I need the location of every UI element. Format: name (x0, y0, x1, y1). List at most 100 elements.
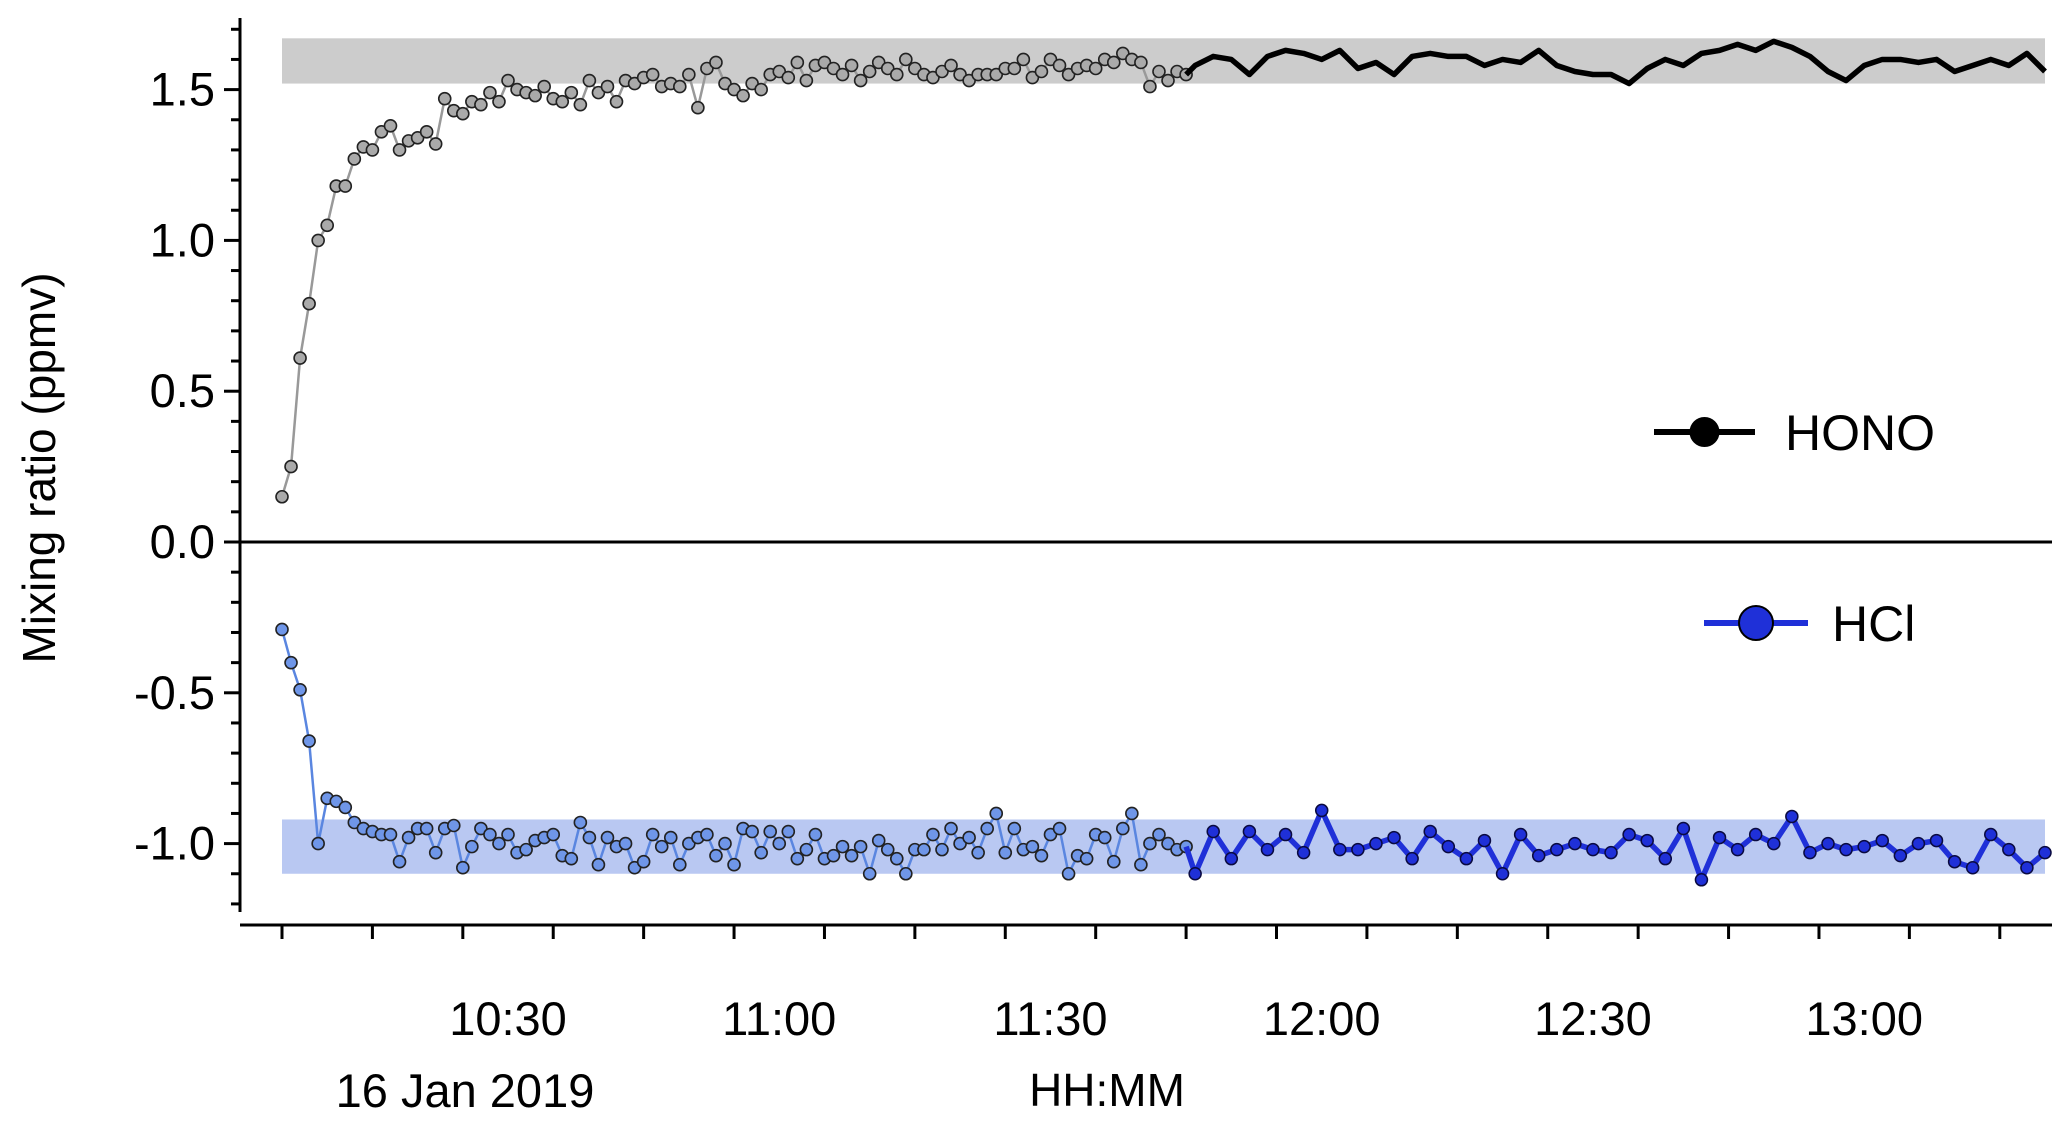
hono-point (437, 91, 452, 106)
hcl-point (618, 836, 633, 851)
hcl-point (636, 854, 651, 869)
hcl-point (1531, 848, 1546, 863)
hcl-point (1116, 821, 1130, 836)
hcl-point (1712, 830, 1727, 845)
hcl-point (1857, 839, 1871, 854)
hcl-point (1125, 806, 1139, 821)
hcl-point (1550, 842, 1564, 857)
hono-point (844, 58, 859, 73)
hono-point (754, 82, 768, 97)
hcl-point (2020, 860, 2034, 875)
hcl-point (492, 836, 506, 851)
hcl-point (519, 842, 533, 857)
hono-point (853, 73, 868, 88)
hcl-point (311, 836, 325, 851)
hcl-point (383, 827, 398, 842)
y-axis: 1.5 1.0 0.5 0.0 -0.5 -1.0 (134, 18, 242, 912)
hcl-point (1314, 803, 1329, 818)
hono-point (799, 73, 814, 88)
hono-point (1134, 55, 1148, 70)
hcl-point (962, 830, 976, 845)
hono-point (1007, 61, 1022, 76)
hcl-point (1405, 851, 1419, 866)
hcl-point (2002, 842, 2016, 857)
series-hcl (275, 622, 2052, 887)
hcl-point (1025, 839, 1040, 854)
hono-point (383, 118, 398, 133)
hcl-point (971, 845, 985, 860)
hono-point (682, 67, 696, 82)
hcl-point (1224, 851, 1239, 866)
legend-swatch-marker (1689, 417, 1720, 447)
hcl-point (1242, 824, 1257, 839)
hcl-point (302, 734, 316, 748)
hcl-point (446, 818, 461, 833)
hcl-point (591, 857, 606, 872)
hono-point (311, 233, 325, 248)
hono-point (365, 143, 380, 157)
hcl-point (1459, 851, 1474, 866)
hcl-point (844, 848, 859, 863)
legend: HONO HCl (1654, 405, 1935, 652)
x-tick-label: 12:00 (1263, 992, 1381, 1045)
hcl-point (772, 836, 787, 851)
hcl-point (1604, 845, 1618, 860)
hono-point (1016, 52, 1031, 67)
hcl-point (899, 866, 913, 881)
hcl-point (935, 842, 949, 857)
hcl-point (727, 857, 741, 872)
hono-point (609, 94, 624, 109)
hcl-point (1079, 851, 1094, 866)
hono-point (1152, 64, 1166, 79)
hcl-point (1134, 857, 1148, 872)
hcl-point (781, 824, 796, 839)
hcl-point (1748, 827, 1763, 842)
hono-point (736, 88, 750, 103)
hcl-point (718, 836, 732, 851)
hono-point (709, 55, 723, 70)
hcl-point (600, 830, 615, 845)
hono-point (835, 67, 850, 82)
hcl-point (673, 857, 687, 872)
hono-point (1106, 55, 1121, 70)
hcl-point (926, 827, 940, 842)
hcl-point (573, 815, 588, 830)
legend-label: HCl (1832, 596, 1915, 652)
hcl-point (1296, 845, 1311, 860)
x-tick-label: 10:30 (449, 992, 567, 1045)
reference-bands (282, 38, 2045, 874)
legend-label: HONO (1785, 405, 1935, 461)
hono-point (275, 489, 289, 504)
hono-point (456, 106, 470, 121)
hono-point (474, 97, 488, 112)
hono-point (537, 79, 551, 94)
hono-point (564, 85, 579, 100)
hcl-point (1061, 866, 1076, 881)
hcl-point (1730, 842, 1745, 857)
y-tick-label: 0.0 (150, 515, 215, 568)
y-tick-label: -1.0 (134, 817, 215, 870)
legend-item-hcl: HCl (1704, 596, 1915, 652)
y-tick-label: 1.5 (150, 63, 215, 116)
hono-point (1143, 79, 1157, 94)
x-tick-label: 12:30 (1534, 992, 1652, 1045)
hono-point (862, 64, 877, 79)
hcl-point (1152, 827, 1166, 842)
hcl-point (799, 842, 814, 857)
hcl-point (401, 830, 416, 845)
hcl-point (1143, 836, 1157, 851)
x-tick-label: 13:00 (1805, 992, 1923, 1045)
hono-point (1161, 73, 1175, 88)
hcl-point (293, 682, 307, 697)
hcl-point (1965, 860, 1980, 875)
hono-point (483, 85, 497, 100)
hcl-point (1622, 827, 1636, 842)
hcl-point (1785, 809, 1799, 824)
y-tick-label: 0.5 (150, 364, 215, 417)
hcl-point (944, 821, 958, 836)
x-axis: 10:30 11:00 11:30 12:00 12:30 13:00 (240, 923, 2052, 1045)
hono-point (944, 58, 958, 73)
x-tick-label: 11:30 (993, 992, 1107, 1045)
hcl-point (1875, 833, 1890, 848)
hcl-point (1387, 830, 1401, 845)
